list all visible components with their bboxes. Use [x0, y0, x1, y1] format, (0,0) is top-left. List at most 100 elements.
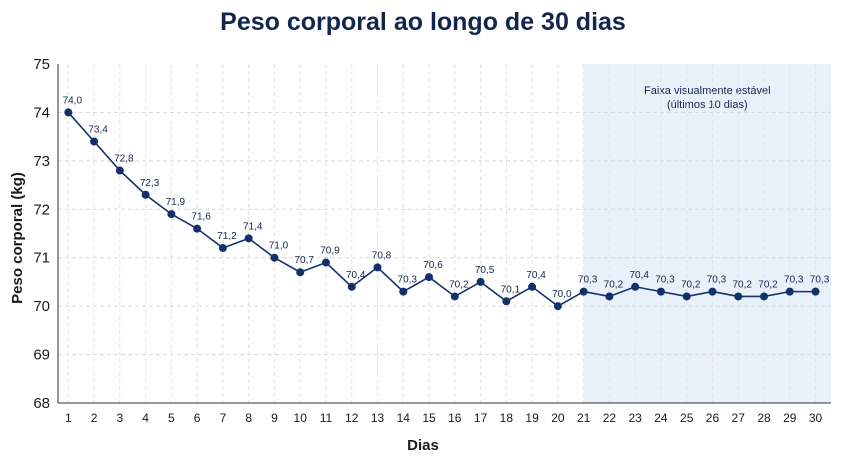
data-label: 70,7	[294, 255, 314, 266]
x-tick-label: 2	[91, 411, 98, 425]
series-layer	[64, 108, 820, 311]
data-point	[425, 273, 434, 282]
data-label: 70,2	[733, 279, 753, 290]
data-label: 70,3	[810, 275, 830, 286]
data-point	[373, 263, 382, 272]
data-point	[734, 292, 743, 301]
band-label-line1: Faixa visualmente estável	[644, 85, 771, 97]
x-tick-label: 20	[551, 411, 565, 425]
data-point	[579, 287, 588, 296]
data-point	[553, 302, 562, 311]
data-label: 71,9	[166, 197, 186, 208]
data-point	[90, 137, 99, 146]
y-tick-label: 73	[33, 153, 50, 170]
x-tick-label: 6	[194, 411, 201, 425]
y-axis-label: Peso corporal (kg)	[9, 172, 26, 304]
x-tick-label: 8	[245, 411, 252, 425]
x-tick-label: 5	[168, 411, 175, 425]
x-tick-label: 28	[757, 411, 771, 425]
x-tick-label: 18	[500, 411, 514, 425]
x-tick-label: 9	[271, 411, 278, 425]
y-tick-label: 72	[33, 201, 50, 218]
data-point	[811, 287, 820, 296]
x-tick-label: 3	[116, 411, 123, 425]
x-tick-label: 19	[525, 411, 539, 425]
data-point	[167, 210, 176, 219]
x-tick-label: 7	[220, 411, 227, 425]
data-point	[682, 292, 691, 301]
data-label: 70,5	[475, 265, 495, 276]
x-tick-label: 15	[422, 411, 436, 425]
data-label: 70,3	[784, 275, 804, 286]
data-point	[502, 297, 511, 306]
data-label: 74,0	[63, 95, 83, 106]
data-label: 70,9	[320, 246, 340, 257]
y-tick-label: 74	[33, 104, 50, 121]
x-tick-label: 10	[294, 411, 308, 425]
data-label: 70,1	[501, 284, 521, 295]
grid-layer	[58, 64, 831, 403]
x-tick-label: 26	[706, 411, 720, 425]
x-tick-label: 13	[371, 411, 385, 425]
x-tick-label: 11	[320, 411, 333, 425]
x-tick-label: 23	[628, 411, 642, 425]
data-point	[785, 287, 794, 296]
data-label: 70,4	[526, 270, 546, 281]
y-tick-label: 69	[33, 347, 50, 364]
x-tick-label: 30	[809, 411, 823, 425]
x-tick-label: 1	[65, 411, 72, 425]
x-tick-label: 12	[345, 411, 359, 425]
band-label-line2: (últimos 10 dias)	[667, 99, 748, 111]
data-point	[141, 190, 150, 199]
data-point	[347, 282, 356, 291]
data-point	[399, 287, 408, 296]
data-point	[218, 244, 227, 253]
data-label: 71,4	[243, 221, 263, 232]
y-tick-label: 75	[33, 56, 50, 73]
data-label: 70,2	[449, 279, 469, 290]
x-tick-label: 27	[732, 411, 746, 425]
data-label: 70,4	[629, 270, 649, 281]
data-label: 71,6	[191, 212, 211, 223]
x-tick-label: 17	[474, 411, 488, 425]
data-label: 70,4	[346, 270, 366, 281]
series-line	[67, 111, 816, 308]
data-label: 72,3	[140, 178, 160, 189]
chart-title: Peso corporal ao longo de 30 dias	[220, 8, 626, 36]
data-label: 70,3	[707, 275, 727, 286]
data-point	[296, 268, 305, 277]
x-tick-label: 22	[603, 411, 617, 425]
x-tick-label: 14	[397, 411, 411, 425]
y-tick-label: 70	[33, 298, 50, 315]
data-label: 70,0	[552, 289, 572, 300]
data-label: 71,0	[269, 241, 289, 252]
x-tick-label: 16	[448, 411, 462, 425]
data-point	[760, 292, 769, 301]
data-point	[64, 108, 73, 117]
data-point	[605, 292, 614, 301]
x-axis-label: Dias	[407, 437, 439, 454]
data-label: 70,3	[398, 275, 418, 286]
x-tick-label: 25	[680, 411, 694, 425]
x-tick-label: 29	[783, 411, 797, 425]
data-label: 70,2	[604, 279, 624, 290]
data-label: 71,2	[217, 231, 237, 242]
data-point	[656, 287, 665, 296]
stable-band	[583, 64, 831, 403]
data-label: 73,4	[88, 124, 108, 135]
data-point	[476, 277, 485, 286]
data-point	[631, 282, 640, 291]
data-label: 72,8	[114, 154, 134, 165]
data-point	[270, 253, 279, 262]
data-label: 70,2	[758, 279, 778, 290]
y-tick-label: 71	[33, 250, 50, 267]
y-tick-label: 68	[33, 395, 50, 412]
data-label: 70,6	[423, 260, 443, 271]
data-label: 70,3	[655, 275, 675, 286]
data-label-layer: 74,0 73,4 72,8 72,3 71,9 71,6 71,2 71,4 71,0 70,7…	[63, 95, 830, 300]
x-tick-label: 21	[577, 411, 591, 425]
x-tick-label: 4	[142, 411, 149, 425]
data-label: 70,3	[578, 275, 598, 286]
